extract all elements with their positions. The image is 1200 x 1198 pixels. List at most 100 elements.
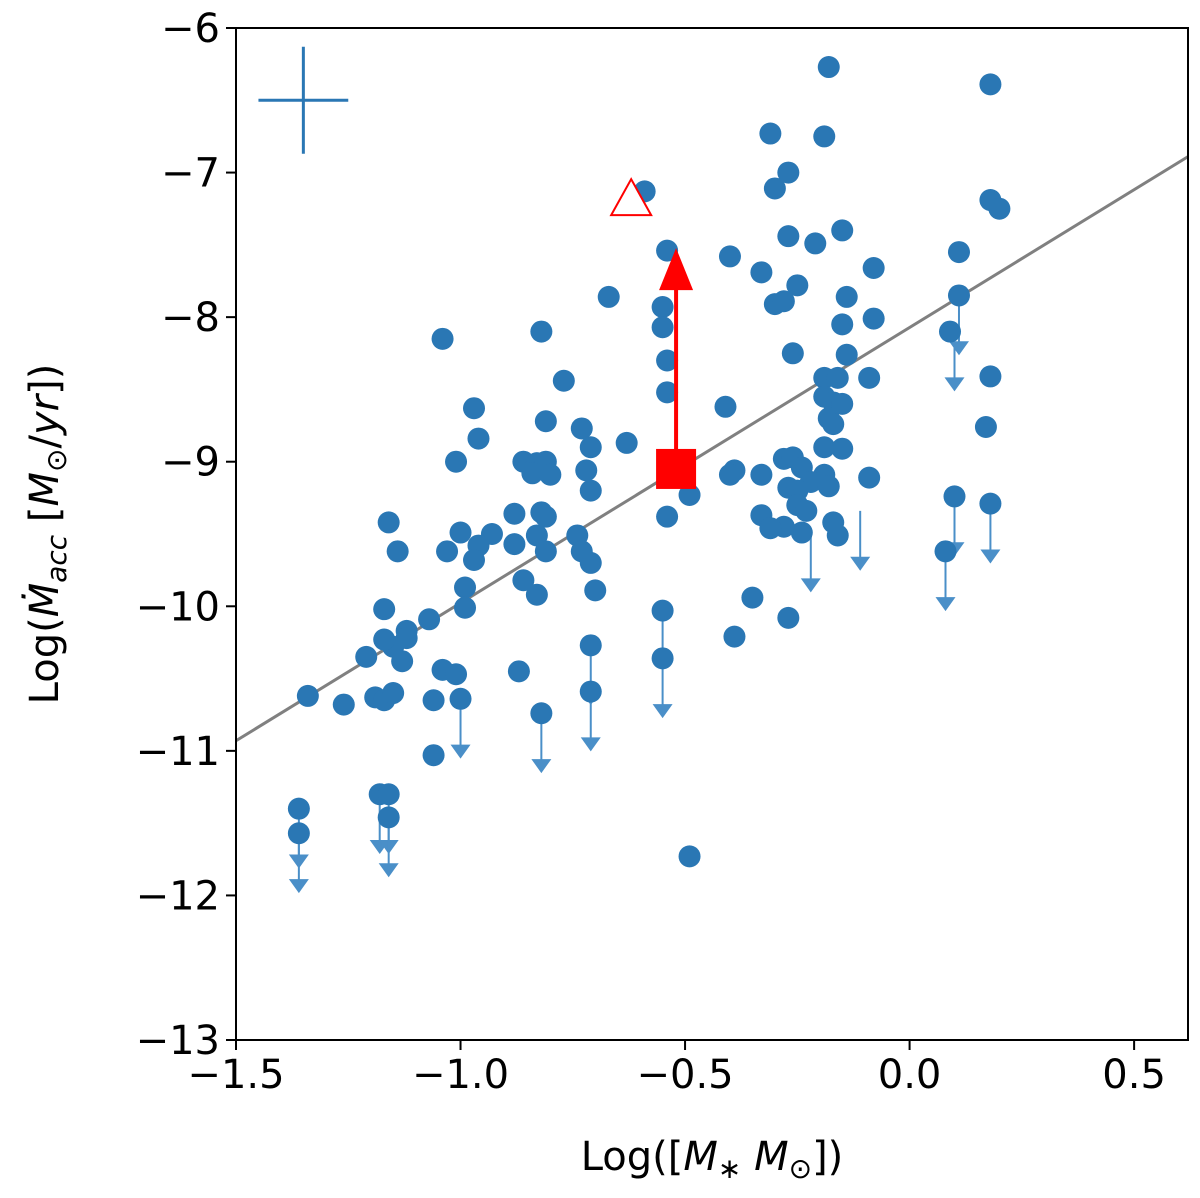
data-point <box>656 505 679 528</box>
data-point <box>463 549 485 572</box>
data-point <box>418 608 441 631</box>
data-point <box>822 413 845 436</box>
data-point <box>777 161 800 184</box>
data-point <box>858 366 881 389</box>
upper-limit-arrow-head <box>288 879 309 894</box>
data-point <box>534 410 557 433</box>
data-point <box>431 327 454 350</box>
data-point <box>377 511 400 534</box>
data-point <box>503 533 526 556</box>
data-point <box>530 702 553 725</box>
data-point <box>763 177 786 200</box>
x-tick-label: 0.0 <box>878 1052 942 1098</box>
upper-limit-arrow-head <box>531 759 552 774</box>
x-tick-label: 0.5 <box>1102 1052 1166 1098</box>
data-point <box>579 634 602 657</box>
data-point <box>584 579 607 602</box>
upper-limit-arrow-head <box>850 556 871 571</box>
data-point <box>436 540 459 563</box>
y-tick-label: −11 <box>136 729 220 775</box>
data-point <box>656 349 679 372</box>
data-point <box>507 660 530 683</box>
y-axis-label: Log(Ṁacc [M⊙/yr]) <box>20 364 73 705</box>
y-tick-label: −12 <box>136 873 220 919</box>
data-point <box>615 431 638 454</box>
data-point <box>651 316 674 339</box>
data-point <box>943 485 966 508</box>
data-point <box>826 524 849 547</box>
data-point <box>826 366 849 389</box>
y-tick-label: −6 <box>161 6 220 52</box>
data-point <box>467 427 490 450</box>
upper-limit-arrow-head <box>378 863 399 878</box>
data-point <box>795 499 818 522</box>
data-point <box>579 680 602 703</box>
data-point <box>422 689 445 712</box>
data-point <box>651 296 674 319</box>
data-point <box>759 517 782 540</box>
data-point <box>332 693 355 716</box>
data-point <box>835 285 858 308</box>
y-tick-label: −8 <box>161 295 220 341</box>
data-point <box>741 586 764 609</box>
data-point <box>525 583 548 606</box>
data-point <box>939 320 961 343</box>
data-point <box>422 744 445 767</box>
data-point <box>831 313 854 336</box>
data-point <box>373 598 396 621</box>
upper-limit-arrow-head <box>652 704 673 719</box>
data-point <box>570 417 593 440</box>
data-point <box>382 682 405 705</box>
data-point <box>539 463 562 486</box>
data-point <box>947 241 970 264</box>
y-tick-label: −7 <box>161 151 220 197</box>
data-point <box>534 540 557 563</box>
data-point <box>947 284 970 307</box>
data-point <box>831 392 854 415</box>
data-point <box>512 569 535 592</box>
data-point <box>377 783 400 806</box>
data-point <box>777 225 800 248</box>
data-point <box>454 596 477 619</box>
data-point <box>287 822 310 845</box>
upper-limit-arrow-head <box>948 341 969 356</box>
data-point <box>813 125 836 148</box>
data-point <box>656 239 679 262</box>
data-point <box>391 650 414 673</box>
data-point <box>862 256 885 279</box>
data-point <box>651 647 674 670</box>
y-tick-label: −9 <box>161 440 220 486</box>
data-point <box>979 492 1002 515</box>
data-point <box>454 576 477 599</box>
highlight-arrow-head <box>659 248 694 291</box>
data-point <box>449 687 472 710</box>
data-point <box>988 197 1011 220</box>
data-point <box>979 73 1002 96</box>
data-point <box>813 436 836 459</box>
data-point <box>579 479 602 502</box>
data-point <box>979 365 1002 388</box>
data-point <box>714 395 737 418</box>
data-point <box>723 625 746 648</box>
data-point <box>772 290 795 313</box>
data-point <box>579 551 602 574</box>
upper-limit-arrow-head <box>580 737 601 752</box>
data-point <box>804 232 827 255</box>
x-tick-label: −1.5 <box>187 1052 284 1098</box>
x-tick-label: −1.0 <box>412 1052 509 1098</box>
data-point <box>534 505 557 528</box>
x-tick-label: −0.5 <box>636 1052 733 1098</box>
data-point <box>377 806 400 829</box>
axis-ticks: −1.5 −1.0 −0.5 0.0 0.5 −13 −12 −11 −10 −9 −8 −7 −6 <box>136 6 1166 1098</box>
data-point <box>445 663 468 686</box>
y-tick-label: −10 <box>136 584 220 630</box>
data-point <box>934 540 957 563</box>
data-point <box>858 466 881 489</box>
data-point <box>817 56 840 79</box>
data-point <box>781 342 804 365</box>
data-point <box>373 628 396 651</box>
data-point <box>790 521 813 544</box>
y-tick-label: −13 <box>136 1018 220 1064</box>
data-point <box>786 274 809 297</box>
